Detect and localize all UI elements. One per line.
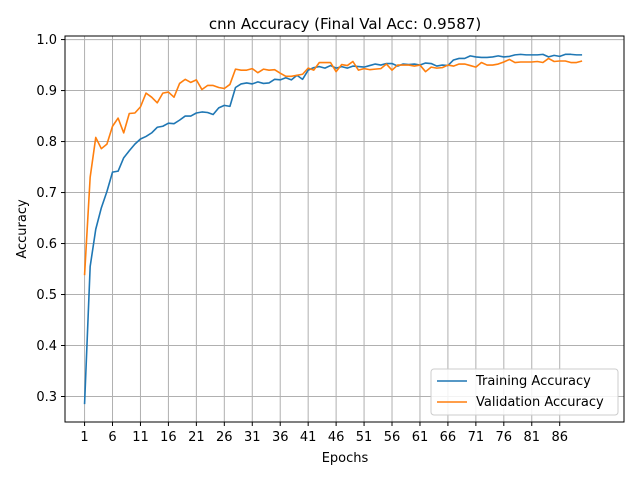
y-tick-label: 0.7 — [36, 186, 57, 201]
y-tick-label: 0.4 — [36, 339, 57, 354]
y-tick-label: 0.8 — [36, 135, 57, 150]
x-tick-label: 61 — [412, 430, 429, 445]
legend-box — [430, 368, 619, 416]
y-tick-label: 0.3 — [36, 390, 57, 405]
x-tick-label: 21 — [188, 430, 205, 445]
x-tick-label: 26 — [216, 430, 233, 445]
x-axis-ticks: 1 6 11 16 21 26 31 36 41 46 51 56 61 66 71 76 81 86 — [80, 422, 568, 445]
x-axis-label: Epochs — [322, 451, 369, 466]
x-tick-label: 36 — [272, 430, 289, 445]
y-tick-label: 0.6 — [36, 237, 57, 252]
y-axis-label: Accuracy — [15, 199, 30, 259]
legend: Training Accuracy Validation Accuracy — [430, 368, 619, 416]
validation-accuracy-line — [83, 57, 583, 276]
chart-title: cnn Accuracy (Final Val Acc: 0.9587) — [209, 15, 481, 33]
x-tick-label: 56 — [384, 430, 401, 445]
x-tick-label: 6 — [108, 430, 116, 445]
y-tick-label: 1.0 — [36, 33, 57, 48]
y-tick-label: 0.9 — [36, 84, 57, 99]
x-tick-label: 46 — [328, 430, 345, 445]
x-tick-label: 86 — [551, 430, 568, 445]
x-tick-label: 31 — [244, 430, 261, 445]
x-tick-label: 11 — [132, 430, 149, 445]
x-tick-label: 66 — [440, 430, 457, 445]
x-tick-label: 1 — [80, 430, 88, 445]
x-tick-label: 71 — [468, 430, 485, 445]
x-tick-label: 81 — [523, 430, 540, 445]
x-tick-label: 41 — [300, 430, 317, 445]
x-tick-label: 16 — [160, 430, 177, 445]
x-tick-label: 76 — [496, 430, 513, 445]
series-lines — [83, 53, 583, 405]
y-tick-label: 0.5 — [36, 288, 57, 303]
legend-label-training: Training Accuracy — [475, 374, 591, 389]
legend-label-validation: Validation Accuracy — [476, 395, 604, 410]
y-axis-ticks: 0.3 0.4 0.5 0.6 0.7 0.8 0.9 1.0 — [36, 33, 65, 405]
plot-frame — [64, 35, 625, 423]
x-tick-label: 51 — [356, 430, 373, 445]
